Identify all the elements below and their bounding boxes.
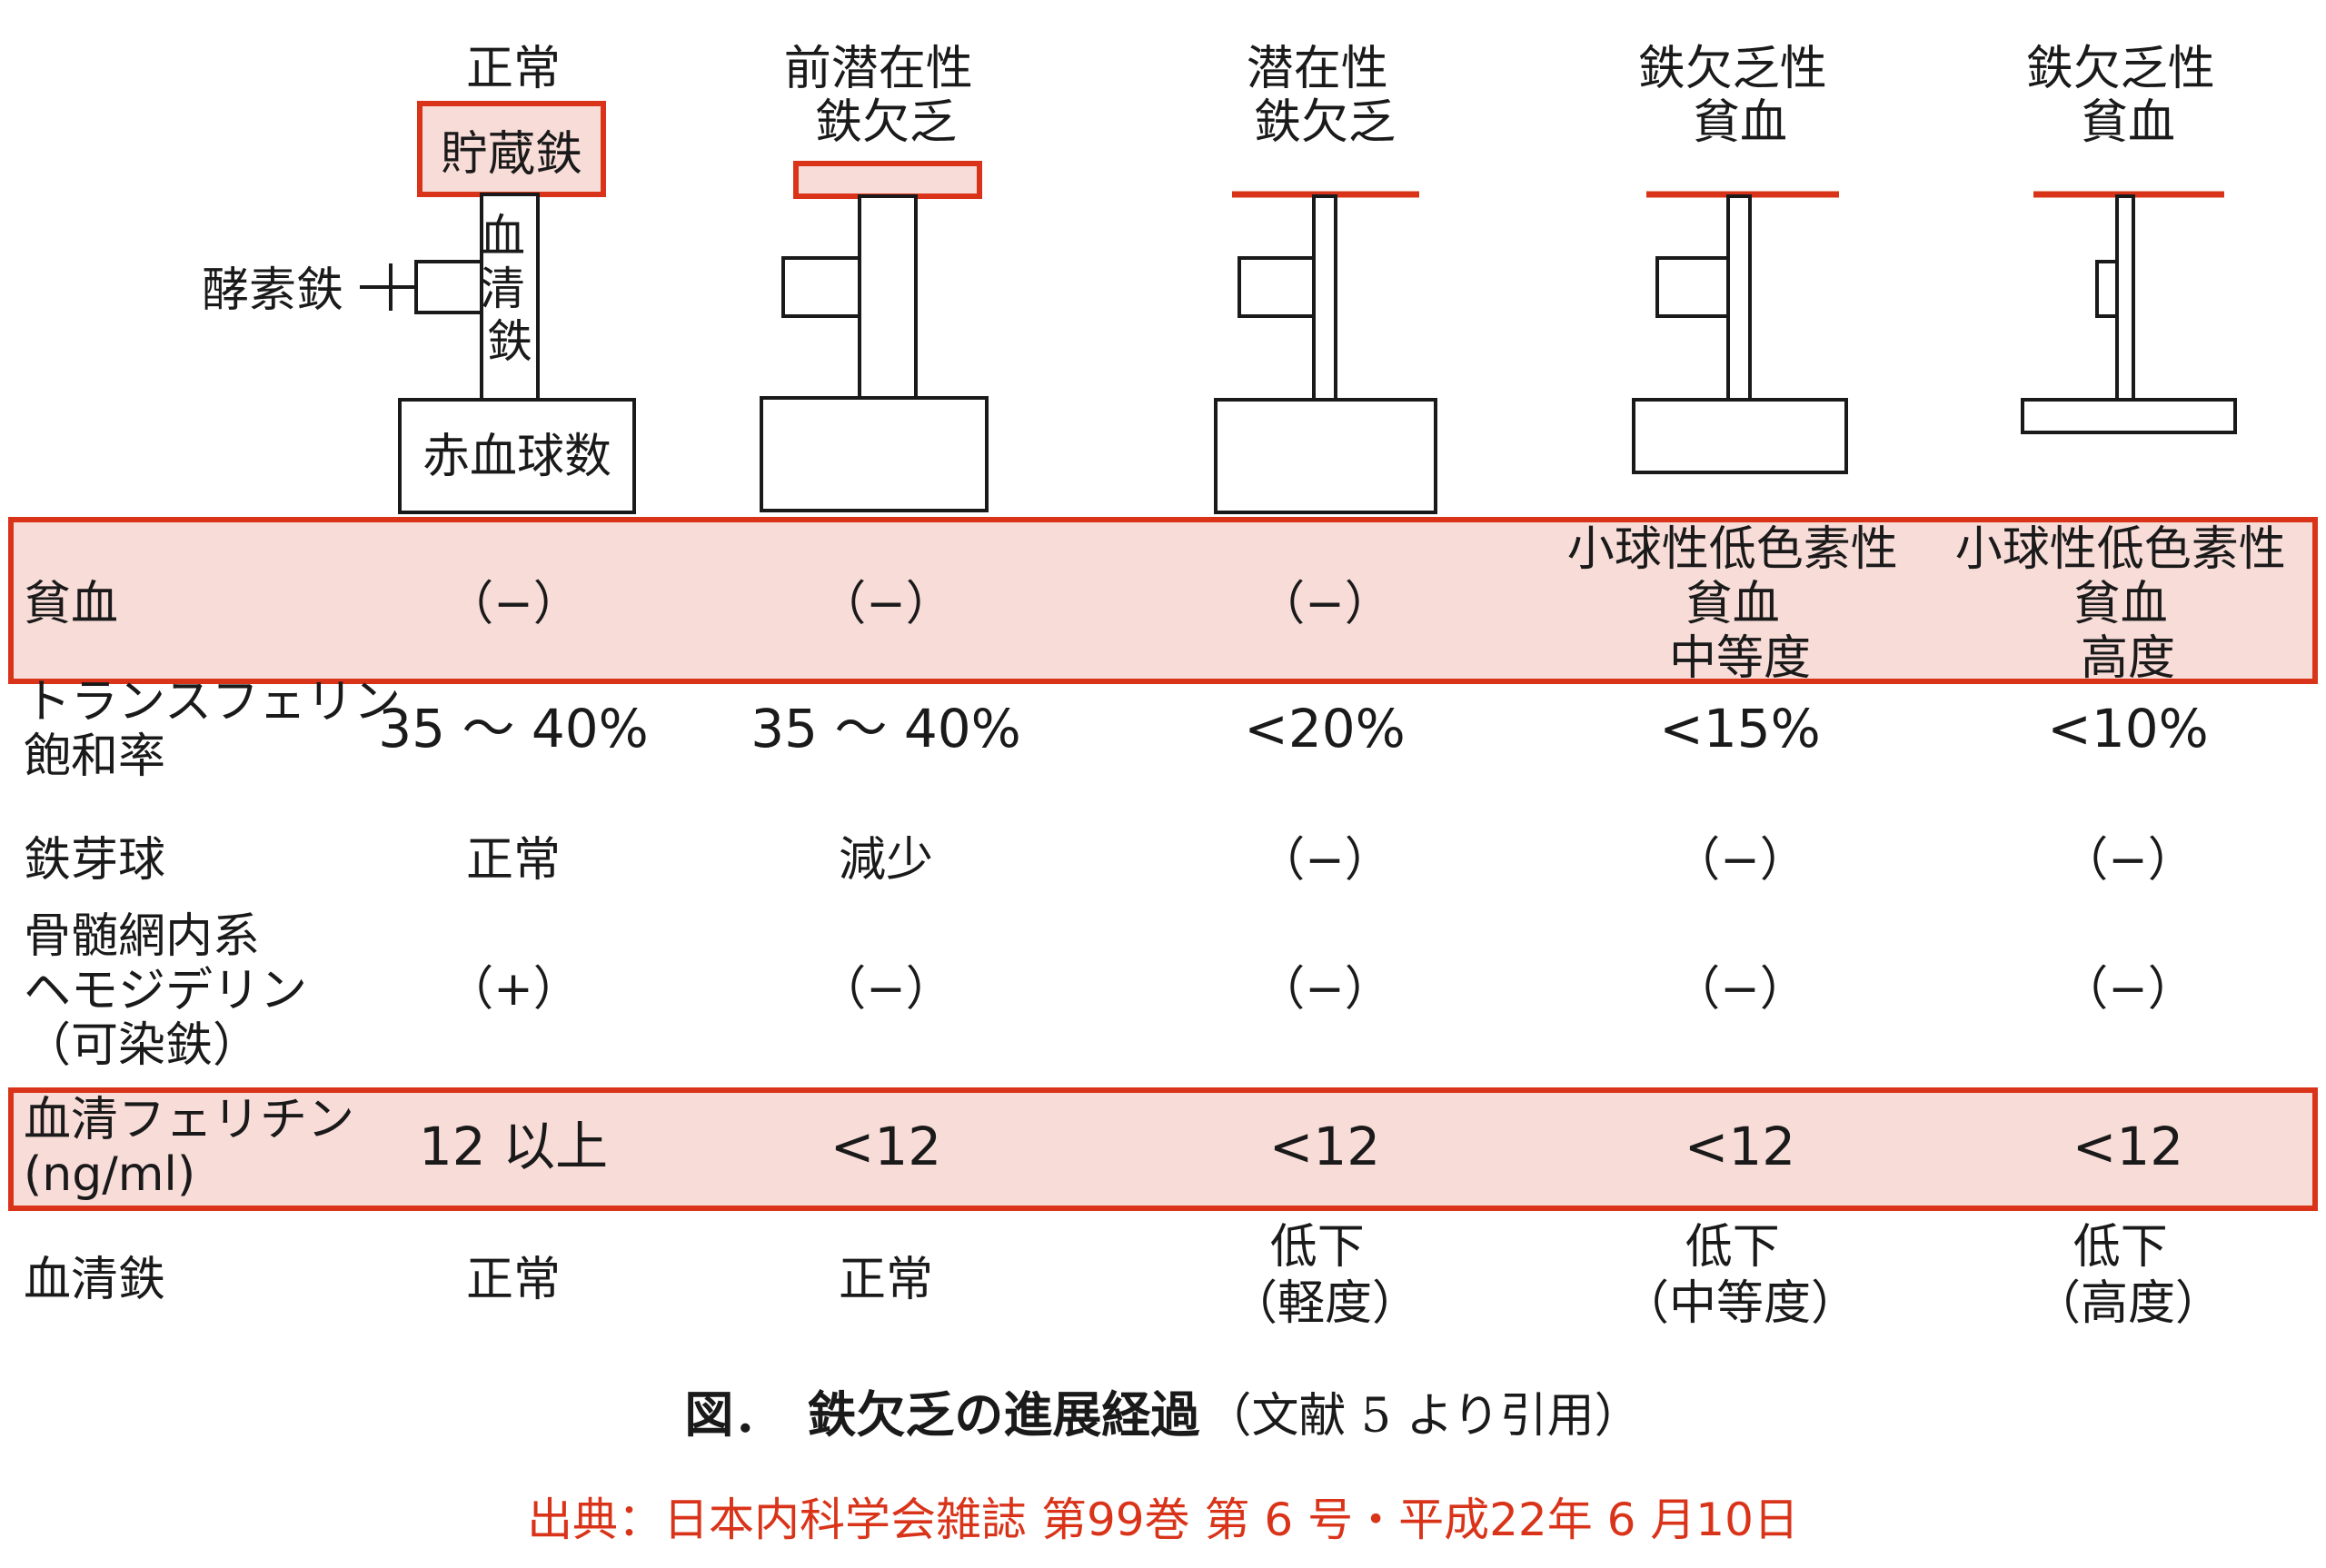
stage-4-structure	[1632, 191, 1848, 474]
sideroblast-cell-3: （−）	[1257, 833, 1392, 888]
serum-iron-column	[2115, 194, 2135, 402]
stage-header-4: 鉄欠乏性 貧血	[1638, 42, 1843, 150]
anemia-cell-3: （−）	[1257, 577, 1392, 631]
anemia-row-band	[8, 517, 2318, 684]
row-label-sideroblast: 鉄芽球	[24, 833, 165, 888]
transferrin-cell-5: <10%	[2047, 698, 2209, 759]
ferritin-cell-1: 12 以上	[419, 1116, 608, 1177]
rbc-count-box	[760, 396, 989, 512]
serum-iron-cell-5: 低下 （高度）	[2033, 1220, 2222, 1331]
enzyme-iron-box	[1238, 256, 1316, 318]
anemia-cell-2: （−）	[819, 577, 953, 631]
transferrin-cell-2: 35 ～ 40%	[750, 698, 1021, 759]
anemia-cell-5: 小球性低色素性 貧血 高度	[1955, 522, 2301, 686]
serum-iron-column	[858, 194, 918, 400]
serum-iron-column	[1312, 194, 1337, 402]
enzyme-iron-box	[1655, 256, 1730, 318]
stage-1-structure: 貯蔵鉄 酵素鉄 血 清 鉄 赤血球数	[202, 101, 636, 514]
stage-2-structure	[760, 161, 989, 512]
source-note: 出典：日本内科学会雑誌 第99巻 第 6 号・平成22年 6 月10日	[527, 1494, 1799, 1546]
ferritin-cell-3: <12	[1269, 1116, 1380, 1177]
rbc-count-box	[1214, 398, 1437, 514]
ferritin-row-band	[8, 1087, 2318, 1211]
stage-header-3: 潜在性 鉄欠乏	[1247, 42, 1404, 150]
anemia-cell-1: （−）	[446, 577, 581, 631]
rbc-count-box	[1632, 398, 1848, 474]
transferrin-cell-1: 35 ～ 40%	[378, 698, 649, 759]
sideroblast-cell-2: 減少	[839, 833, 933, 888]
anemia-cell-4: 小球性低色素性 貧血 中等度	[1567, 522, 1913, 686]
row-label-transferrin: トランスフェリン 飽和率	[24, 675, 416, 784]
serum-iron-column	[1726, 194, 1752, 402]
rbc-count-box	[2021, 398, 2237, 434]
enzyme-iron-label: 酵素鉄	[202, 263, 343, 318]
transferrin-cell-3: <20%	[1244, 698, 1406, 759]
serum-iron-cell-1: 正常	[466, 1253, 561, 1307]
hemosiderin-cell-2: （−）	[819, 962, 953, 1017]
figure-caption: 図． 鉄欠乏の進展経過 （文献 5 より引用）	[684, 1386, 1641, 1444]
ferritin-cell-5: <12	[2073, 1116, 2183, 1177]
ferritin-cell-2: <12	[830, 1116, 941, 1177]
sideroblast-cell-1: 正常	[466, 833, 561, 888]
row-label-serum-iron: 血清鉄	[24, 1253, 165, 1307]
sideroblast-cell-5: （−）	[2061, 833, 2195, 888]
row-label-anemia: 貧血	[24, 577, 118, 631]
stage-header-5: 鉄欠乏性 貧血	[2026, 42, 2231, 150]
ferritin-cell-4: <12	[1685, 1116, 1795, 1177]
stage-3-structure	[1214, 191, 1437, 514]
stage-header-2: 前潜在性 鉄欠乏	[784, 42, 989, 150]
serum-iron-column	[480, 193, 540, 402]
storage-iron-label: 貯蔵鉄	[441, 127, 582, 182]
row-label-hemosiderin: 骨髄網内系 ヘモジデリン （可染鉄）	[24, 909, 323, 1073]
rbc-count-label: 赤血球数	[422, 430, 611, 484]
serum-iron-cell-4: 低下 （中等度）	[1622, 1220, 1858, 1331]
enzyme-iron-box	[2095, 260, 2119, 318]
serum-iron-vertical-label: 血 清 鉄	[480, 210, 540, 368]
stage-5-structure	[2021, 191, 2237, 434]
transferrin-cell-4: <15%	[1659, 698, 1821, 759]
hemosiderin-cell-1: （+）	[446, 962, 581, 1017]
hemosiderin-cell-3: （−）	[1257, 962, 1392, 1017]
enzyme-iron-box	[781, 256, 861, 318]
row-label-ferritin: 血清フェリチン (ng/ml)	[24, 1093, 370, 1202]
sideroblast-cell-4: （−）	[1673, 833, 1807, 888]
serum-iron-cell-2: 正常	[839, 1253, 933, 1307]
hemosiderin-cell-4: （−）	[1673, 962, 1807, 1017]
enzyme-iron-box	[414, 260, 483, 314]
serum-iron-cell-3: 低下 （軽度）	[1230, 1220, 1419, 1331]
stage-header-1: 正常	[466, 42, 561, 96]
rbc-count-box	[398, 398, 636, 514]
storage-iron-box	[793, 161, 982, 199]
hemosiderin-cell-5: （−）	[2061, 962, 2195, 1017]
